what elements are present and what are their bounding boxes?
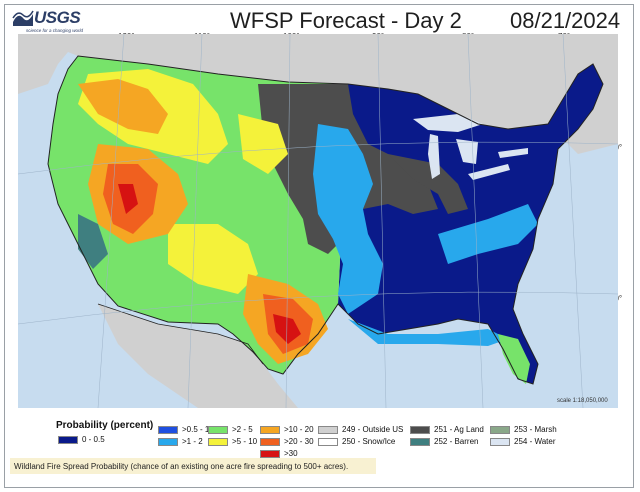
usgs-logo-tagline: science for a changing world [26,28,84,33]
legend-label: 252 - Barren [434,437,479,446]
usgs-wave-icon [12,10,34,26]
legend-item-water: 254 - Water [490,437,556,446]
fire-spread-map [18,34,618,408]
barren-area [78,214,108,269]
legend-item-barren: 252 - Barren [410,437,478,446]
legend-swatch [318,425,338,434]
legend-item-ag-land: 251 - Ag Land [410,425,484,434]
legend-swatch [260,425,280,434]
legend-label: >20 - 30 [284,437,314,446]
pacific-nw-orange [78,79,168,134]
legend-label: >30 [284,449,298,458]
canada-area [18,34,618,154]
legend-swatch [208,437,228,446]
lake-ontario [498,148,528,158]
us-border [47,55,604,385]
rockies-yellow [238,114,288,174]
nevada-deep-red [118,184,138,214]
east-region [338,64,603,384]
legend-label: >2 - 5 [232,425,253,434]
lake-superior [413,114,483,132]
transition-band-2 [438,204,538,264]
legend-item-marsh: 253 - Marsh [490,425,557,434]
legend-swatch [158,425,178,434]
legend-title: Probability (percent) [56,420,154,431]
legend-item-5-10: >5 - 10 [208,437,257,446]
mexico-area [98,304,298,408]
map-scale: scale 1:18,050,000 [557,398,608,404]
legend-label: 0 - 0.5 [82,435,105,444]
legend-label: >1 - 2 [182,437,203,446]
legend-label: >10 - 20 [284,425,314,434]
legend-item-30: >30 [260,449,298,458]
legend-label: 254 - Water [514,437,556,446]
legend-item-10-20: >10 - 20 [260,425,314,434]
legend-swatch [260,449,280,458]
legend-swatch [260,437,280,446]
graticule [18,34,618,408]
legend-item-2-5: >2 - 5 [208,425,253,434]
legend-label: 250 - Snow/Ice [342,437,396,446]
legend-swatch [410,437,430,446]
map-title: WFSP Forecast - Day 2 [230,8,462,33]
legend-swatch [410,425,430,434]
legend-swatch [158,437,178,446]
legend-label: 251 - Ag Land [434,425,484,434]
usgs-logo-text: USGS [34,8,81,27]
usgs-logo: USGS science for a changing world [12,8,84,34]
lake-michigan [428,134,440,179]
legend-swatch [318,437,338,446]
legend-label: 253 - Marsh [514,425,557,434]
southwest-yellow [168,224,258,294]
legend-item-0.5-1: >0.5 - 1 [158,425,209,434]
legend-swatch [490,437,510,446]
transition-band [313,124,383,314]
florida-green [498,334,530,384]
legend-item-20-30: >20 - 30 [260,437,314,446]
lake-erie [468,164,510,180]
legend-label: >0.5 - 1 [182,425,210,434]
legend-swatch [208,425,228,434]
legend-swatch [58,435,78,444]
legend-swatch [490,425,510,434]
footnote: Wildland Fire Spread Probability (chance… [10,458,376,474]
legend-item-outside-us: 249 - Outside US [318,425,403,434]
legend-label: >5 - 10 [232,437,258,446]
legend-label: 249 - Outside US [342,425,404,434]
legend-item-0-0.5: 0 - 0.5 [58,435,105,444]
gulf-coast-band [348,319,508,346]
ag-land-area-2 [388,154,468,214]
legend-item-1-2: >1 - 2 [158,437,203,446]
mexico-border [97,303,264,365]
legend-item-snow-ice: 250 - Snow/Ice [318,437,395,446]
forecast-date: 08/21/2024 [510,8,621,33]
